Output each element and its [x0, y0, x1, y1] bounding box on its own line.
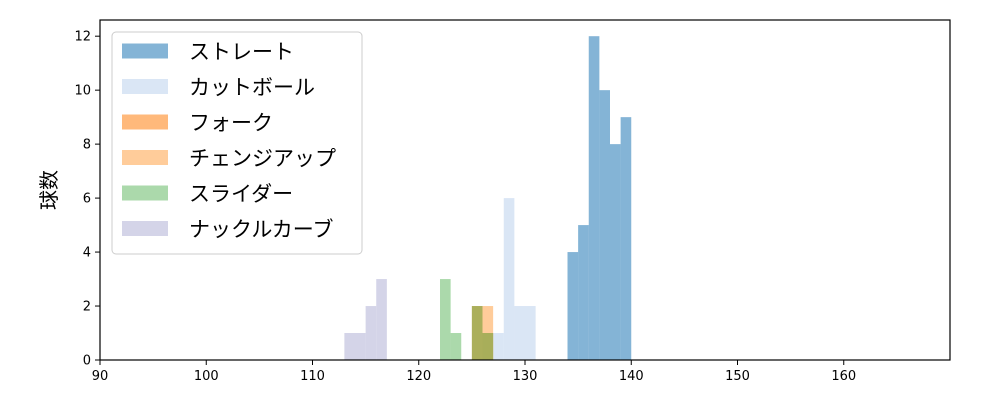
bar-series-0-bin-3 — [599, 90, 610, 361]
bar-series-1-bin-4 — [525, 306, 536, 360]
legend-label-4: スライダー — [189, 182, 293, 206]
y-tick-label-0: 0 — [83, 354, 91, 369]
legend-swatch-1 — [122, 79, 168, 94]
legend-swatch-0 — [122, 43, 168, 59]
bar-series-0-bin-0 — [567, 252, 579, 360]
bar-series-5-bin-0 — [344, 333, 355, 360]
bar-series-3-bin-0 — [482, 306, 494, 360]
x-axis-ticks: 90 100 110 120 130 140 150 160 — [92, 360, 856, 384]
bar-series-4-bin-0 — [440, 279, 451, 360]
x-tick-label-2: 110 — [300, 369, 325, 384]
bar-series-2-bin-0 — [471, 306, 483, 360]
bar-series-5-bin-2 — [365, 306, 377, 360]
bar-series-4-bin-1 — [450, 333, 462, 360]
bar-series-4-bin-3 — [482, 333, 494, 360]
bar-series-1-bin-2 — [503, 198, 515, 360]
legend-swatch-5 — [122, 221, 168, 236]
legend-frame — [111, 31, 363, 255]
y-axis-ticks: 0 2 4 6 8 10 12 — [74, 30, 100, 369]
legend-swatch-2 — [122, 114, 168, 130]
x-tick-label-5: 140 — [619, 369, 644, 384]
legend-swatch-4 — [122, 185, 168, 201]
y-tick-label-2: 4 — [83, 246, 91, 261]
bar-series-0-bin-1 — [578, 225, 589, 360]
x-tick-label-6: 150 — [725, 369, 750, 384]
y-tick-label-5: 10 — [74, 84, 91, 99]
y-tick-label-3: 6 — [83, 192, 91, 207]
legend-label-2: フォーク — [189, 111, 273, 135]
x-tick-label-3: 120 — [406, 369, 431, 384]
y-tick-label-6: 12 — [74, 30, 91, 45]
x-tick-label-4: 130 — [513, 369, 538, 384]
legend-label-1: カットボール — [189, 76, 315, 100]
x-tick-label-0: 90 — [92, 369, 109, 384]
y-axis-label: 球数 — [37, 170, 61, 210]
bar-series-1-bin-3 — [514, 306, 525, 360]
y-tick-label-4: 8 — [83, 138, 91, 153]
bar-series-5-bin-1 — [355, 333, 366, 360]
histogram-bars — [344, 36, 632, 361]
y-tick-label-1: 2 — [83, 300, 91, 315]
bar-series-5-bin-3 — [376, 279, 387, 360]
bar-series-1-bin-1 — [493, 333, 504, 360]
bar-series-0-bin-5 — [620, 117, 632, 361]
legend-swatch-3 — [122, 150, 168, 165]
legend-label-0: ストレート — [189, 40, 294, 64]
x-tick-label-7: 160 — [831, 369, 856, 384]
bar-series-0-bin-4 — [610, 144, 621, 360]
bar-series-0-bin-2 — [588, 36, 600, 360]
x-tick-label-1: 100 — [194, 369, 219, 384]
legend-label-5: ナックルカーブ — [189, 218, 333, 242]
legend-label-3: チェンジアップ — [189, 147, 336, 171]
bar-series-4-bin-2 — [471, 306, 483, 360]
